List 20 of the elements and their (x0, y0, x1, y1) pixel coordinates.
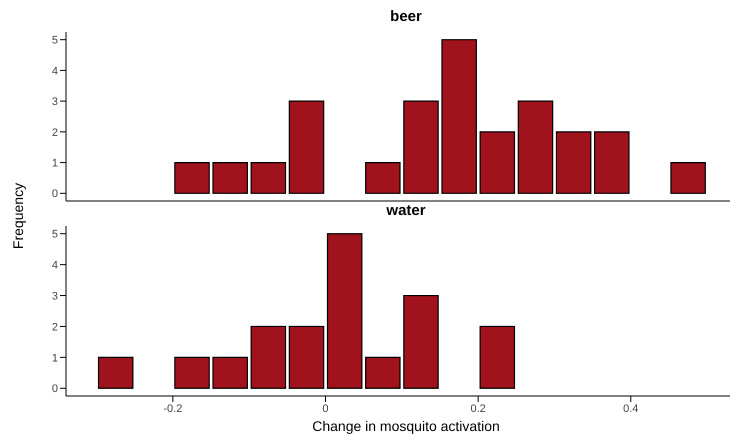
x-tick-label: 0 (322, 402, 329, 415)
y-tick-label: 0 (52, 383, 58, 396)
y-tick-label: 2 (52, 321, 58, 334)
y-tick-label: 1 (52, 157, 58, 170)
y-tick-label: 1 (52, 352, 58, 364)
y-tick-label: 3 (52, 290, 58, 302)
y-tick-label: 4 (52, 65, 58, 78)
x-tick-label: 0.2 (470, 402, 486, 415)
y-tick-label: 0 (52, 188, 58, 200)
y-tick-label: 5 (52, 228, 58, 241)
y-tick-label: 4 (52, 260, 58, 272)
chart-title: beer (389, 8, 423, 27)
x-tick-label: -0.2 (163, 402, 182, 415)
y-tick-label: 2 (52, 126, 58, 139)
y-tick-label: 3 (52, 96, 58, 108)
x-tick-label: 0.4 (623, 402, 638, 415)
y-tick-label: 5 (52, 34, 58, 47)
x-axis-title: Change in mosquito activation (311, 418, 501, 434)
chart-title: water (386, 202, 426, 219)
y-axis-title: Frequency (10, 182, 26, 252)
